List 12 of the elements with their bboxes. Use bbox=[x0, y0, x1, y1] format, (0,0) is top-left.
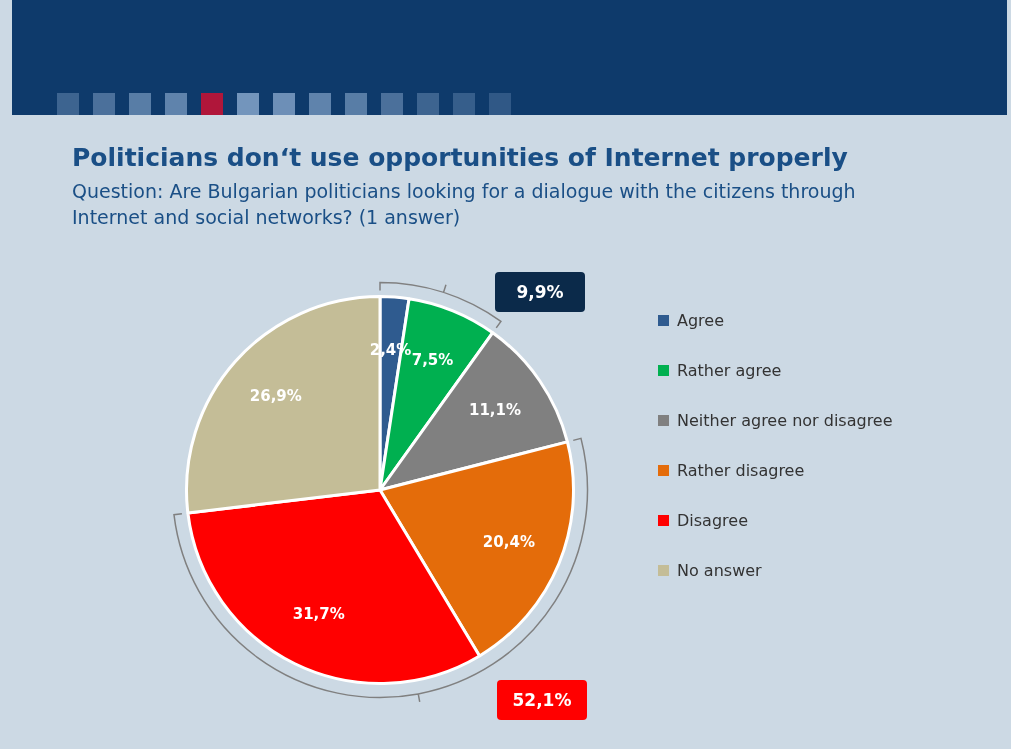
data-label: 26,9% bbox=[249, 387, 302, 406]
chart-title: Politicians don‘t use opportunities of Internet properly bbox=[72, 143, 848, 172]
legend-label: Disagree bbox=[676, 509, 749, 532]
legend-label: Rather disagree bbox=[676, 459, 806, 482]
legend-label: Agree bbox=[676, 309, 725, 332]
legend-label: No answer bbox=[676, 559, 763, 582]
chart-subtitle: Question: Are Bulgarian politicians looking for a dialogue with the citizens through Internet and social networks? (1 answer) bbox=[72, 179, 857, 230]
legend-label: Neither agree nor disagree bbox=[676, 409, 893, 432]
data-label: 11,1% bbox=[468, 401, 522, 420]
text: 9,9% bbox=[495, 272, 585, 312]
legend-label: Rather agree bbox=[676, 359, 783, 382]
data-label: 7,5% bbox=[411, 350, 454, 369]
